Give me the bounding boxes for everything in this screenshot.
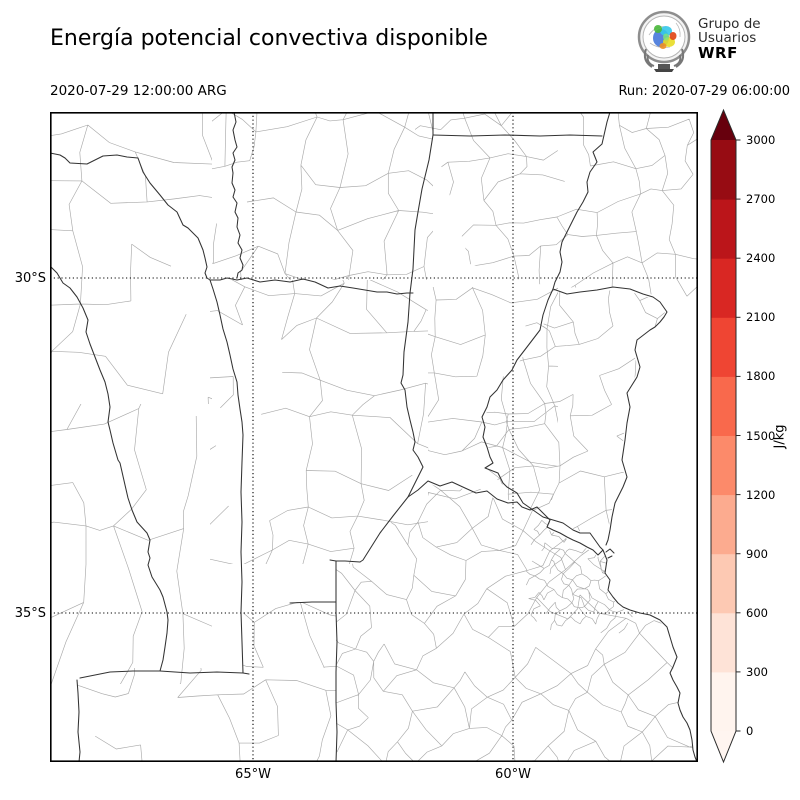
colorbar-tick-300: 300: [746, 665, 768, 679]
map-canvas: [50, 112, 699, 763]
logo-line-2: Usuarios: [698, 30, 757, 46]
province-borders: [50, 112, 698, 762]
wrf-group-logo: Grupo de Usuarios WRF: [636, 9, 796, 75]
colorbar-tick-1500: 1500: [746, 429, 776, 443]
colorbar-tick-0: 0: [746, 724, 754, 738]
lat-tick-35S: 35°S: [14, 606, 46, 621]
colorbar-tick-600: 600: [746, 606, 768, 620]
lon-tick-60W: 60°W: [495, 767, 531, 782]
logo-line-1: Grupo de: [698, 16, 761, 32]
colorbar-tick-2400: 2400: [746, 251, 776, 265]
graticule: [50, 112, 698, 762]
valid-time-label: 2020-07-29 12:00:00 ARG: [50, 83, 227, 99]
colorbar-tick-1800: 1800: [746, 369, 776, 383]
lon-tick-65W: 65°W: [235, 767, 271, 782]
colorbar-tick-3000: 3000: [746, 133, 776, 147]
wrf-globe-seal-icon: [636, 10, 694, 77]
page-title: Energía potencial convectiva disponible: [50, 26, 488, 51]
map-frame: [50, 112, 699, 763]
logo-text: Grupo de Usuarios WRF: [698, 17, 761, 62]
run-time-label: Run: 2020-07-29 06:00:00: [618, 84, 790, 99]
colorbar-svg: [710, 108, 741, 764]
colorbar-tick-2700: 2700: [746, 192, 776, 206]
logo-line-wrf: WRF: [698, 44, 738, 62]
colorbar-tick-1200: 1200: [746, 488, 776, 502]
map-svg: [50, 112, 699, 763]
colorbar-tick-900: 900: [746, 547, 768, 561]
colorbar-tick-2100: 2100: [746, 310, 776, 324]
lat-tick-30S: 30°S: [14, 271, 46, 286]
colorbar: [708, 106, 742, 768]
colorbar-unit-label: J/kg: [772, 424, 788, 449]
